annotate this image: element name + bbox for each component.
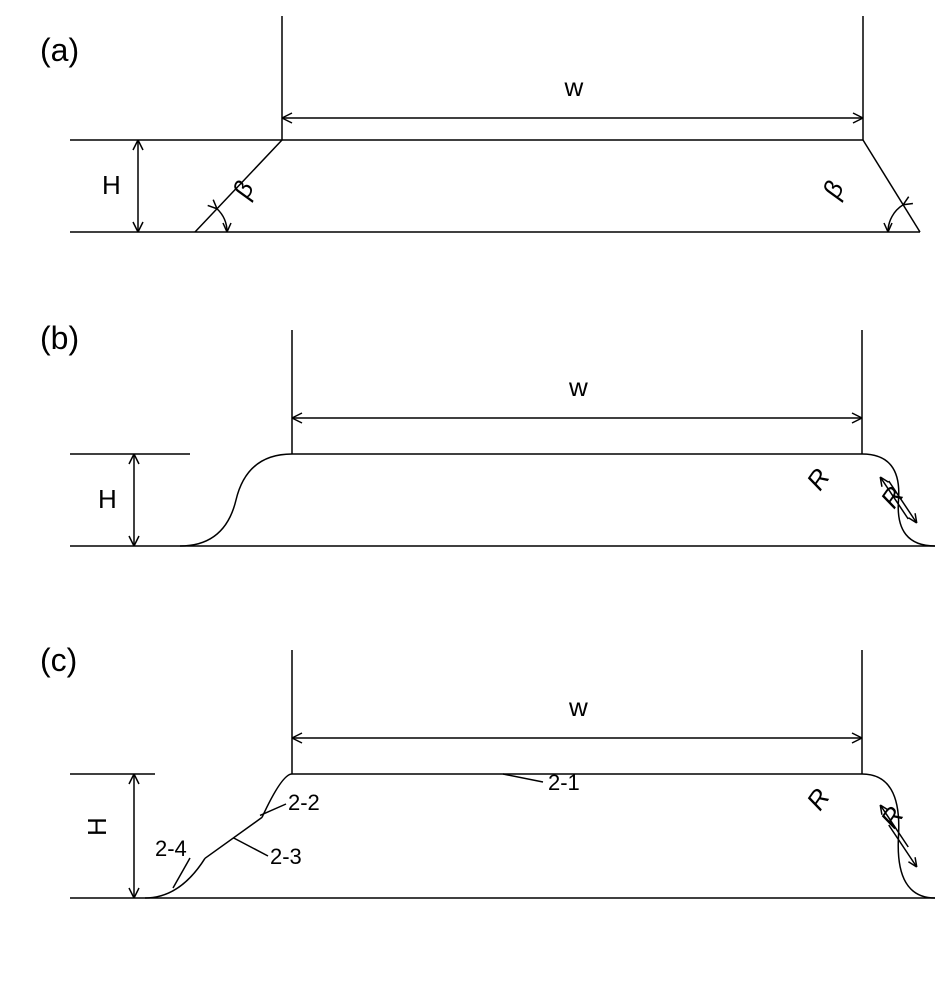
- svg-text:2-2: 2-2: [288, 790, 320, 815]
- panel-b-label: (b): [40, 320, 79, 357]
- svg-text:w: w: [568, 372, 588, 402]
- svg-text:2-1: 2-1: [548, 770, 580, 795]
- diagram-svg: wHββwHRRwHRR2-12-22-32-4: [0, 0, 943, 1000]
- panel-a-label: (a): [40, 32, 79, 69]
- svg-text:H: H: [98, 484, 117, 514]
- svg-text:2-4: 2-4: [155, 836, 187, 861]
- svg-text:β: β: [816, 176, 850, 203]
- svg-text:β: β: [226, 176, 260, 203]
- svg-text:R: R: [800, 463, 835, 496]
- svg-text:w: w: [564, 72, 584, 102]
- svg-text:w: w: [568, 692, 588, 722]
- svg-text:H: H: [82, 817, 112, 836]
- svg-text:2-3: 2-3: [270, 844, 302, 869]
- svg-text:H: H: [102, 170, 121, 200]
- svg-text:R: R: [800, 783, 835, 816]
- panel-c-label: (c): [40, 642, 77, 679]
- svg-text:R: R: [874, 481, 909, 514]
